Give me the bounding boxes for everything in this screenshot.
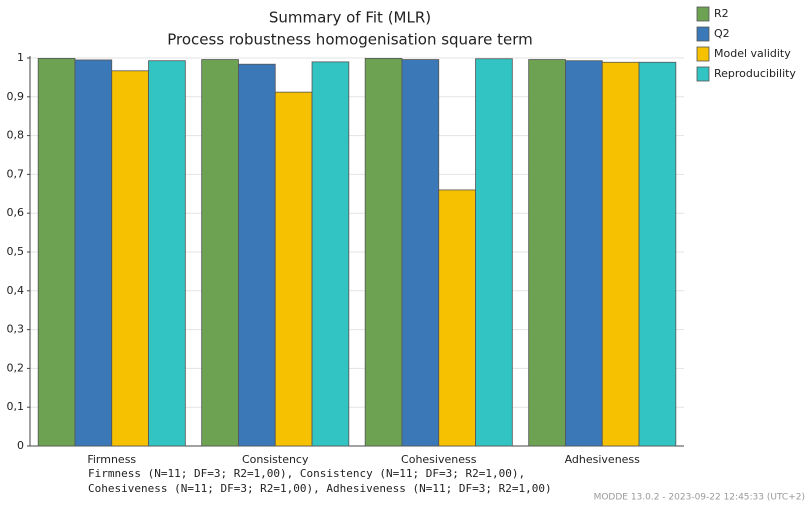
bar — [438, 189, 476, 447]
y-tick-label: 0,7 — [7, 167, 25, 180]
legend-label: R2 — [714, 7, 729, 20]
legend-label: Model validity — [714, 47, 791, 60]
footnote: Firmness (N=11; DF=3; R2=1,00), Consiste… — [88, 467, 525, 480]
x-tick-label: Consistency — [242, 453, 309, 466]
bar — [364, 57, 403, 447]
chart-title: Summary of Fit (MLR) — [269, 9, 431, 27]
legend-swatch — [696, 66, 710, 82]
bar — [638, 61, 677, 447]
bar — [148, 60, 186, 447]
y-tick-label: 0,5 — [7, 245, 25, 258]
bar — [528, 59, 566, 447]
y-tick-label: 0,9 — [7, 90, 25, 103]
y-tick-label: 0 — [17, 439, 24, 452]
bar — [201, 59, 239, 447]
bar — [74, 59, 113, 447]
legend-swatch — [696, 46, 710, 62]
y-tick-label: 0,6 — [7, 206, 25, 219]
footnote: Cohesiveness (N=11; DF=3; R2=1,00), Adhe… — [88, 482, 552, 495]
bar — [311, 61, 350, 447]
x-tick-label: Adhesiveness — [565, 453, 641, 466]
bar — [111, 70, 149, 447]
watermark: MODDE 13.0.2 - 2023-09-22 12:45:33 (UTC+… — [594, 493, 805, 503]
bar — [238, 63, 276, 447]
legend-label: Reproducibility — [714, 67, 796, 80]
y-tick-label: 0,2 — [7, 361, 25, 374]
y-tick-label: 0,4 — [7, 284, 25, 297]
bar — [601, 61, 640, 447]
bar — [565, 60, 603, 447]
bar — [274, 91, 313, 447]
x-tick-label: Firmness — [87, 453, 136, 466]
y-tick-label: 0,8 — [7, 129, 25, 142]
chart-subtitle: Process robustness homogenisation square… — [167, 31, 532, 49]
y-tick-label: 0,3 — [7, 323, 25, 336]
bar — [37, 57, 76, 447]
legend-label: Q2 — [714, 27, 730, 40]
bar — [401, 59, 440, 447]
legend-swatch — [696, 6, 710, 22]
y-tick-label: 0,1 — [7, 400, 25, 413]
bar — [475, 58, 513, 447]
legend-swatch — [696, 26, 710, 42]
y-tick-label: 1 — [17, 51, 24, 64]
x-tick-label: Cohesiveness — [401, 453, 477, 466]
